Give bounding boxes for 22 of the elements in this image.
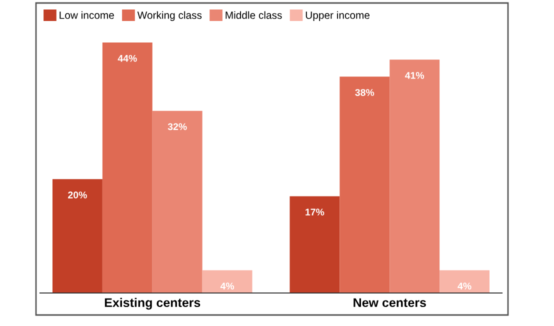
legend-label: Working class [137, 11, 202, 21]
bar [52, 179, 102, 293]
bar [152, 110, 202, 293]
legend-label: Low income [60, 11, 114, 19]
bar [290, 196, 340, 293]
bar [102, 42, 152, 293]
legend-label: Upper income [306, 11, 370, 21]
data-label: 32% [168, 123, 187, 130]
data-label: 4% [220, 282, 234, 290]
x-tick-label: Existing centers [104, 298, 200, 310]
data-label: 44% [118, 54, 137, 62]
data-label: 20% [68, 192, 87, 198]
x-tick-label: New centers [354, 298, 426, 308]
legend-label: Middle class [226, 11, 282, 19]
data-label: 38% [355, 89, 374, 96]
bar [440, 270, 490, 293]
data-label: 17% [306, 208, 324, 216]
bar [390, 60, 440, 293]
data-label: 41% [405, 72, 424, 79]
bar [202, 270, 252, 293]
bar [340, 76, 390, 293]
data-label: 4% [458, 282, 472, 290]
